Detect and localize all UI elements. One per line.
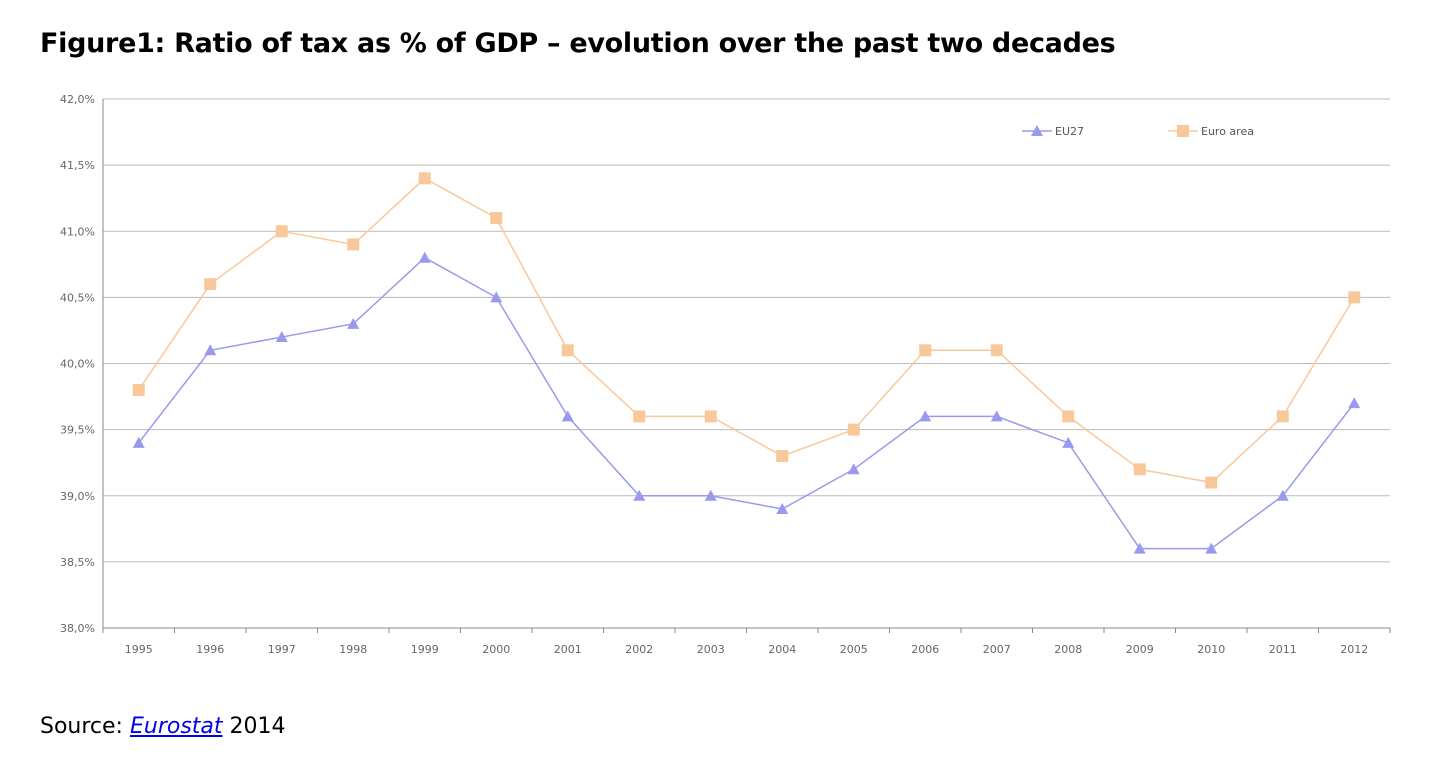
- x-tick-label: 2007: [983, 643, 1011, 656]
- series-line-eu27: [138, 256, 1355, 550]
- x-tick-label: 2000: [482, 643, 510, 656]
- legend-marker-euro-area: [1177, 125, 1189, 137]
- data-point-eu27: [990, 410, 1003, 422]
- data-point-euro-area: [919, 344, 932, 357]
- data-point-eu27: [776, 502, 789, 514]
- data-point-euro-area: [1205, 476, 1218, 489]
- data-point-euro-area: [847, 423, 860, 436]
- data-point-eu27: [347, 317, 360, 329]
- x-tick-label: 2008: [1054, 643, 1082, 656]
- x-tick-label: 1998: [339, 643, 367, 656]
- y-tick-label: 39,5%: [60, 424, 95, 437]
- data-point-euro-area: [704, 410, 717, 423]
- data-point-euro-area: [418, 172, 431, 185]
- data-point-euro-area: [1348, 291, 1361, 304]
- y-tick-label: 40,5%: [60, 291, 95, 304]
- data-point-eu27: [418, 251, 431, 263]
- series-line-euro-area: [138, 177, 1355, 484]
- data-point-eu27: [1062, 436, 1075, 448]
- data-point-euro-area: [1276, 410, 1289, 423]
- data-point-euro-area: [347, 238, 360, 251]
- legend-marker-eu27: [1031, 125, 1043, 136]
- data-point-eu27: [704, 489, 717, 501]
- data-point-eu27: [490, 291, 503, 303]
- data-point-euro-area: [561, 344, 574, 357]
- x-tick-label: 2002: [625, 643, 653, 656]
- data-point-euro-area: [776, 450, 789, 463]
- y-tick-label: 41,5%: [60, 159, 95, 172]
- data-point-eu27: [132, 436, 145, 448]
- eurostat-link[interactable]: Eurostat: [129, 714, 223, 739]
- x-tick-label: 2006: [911, 643, 939, 656]
- legend-label-euro-area: Euro area: [1201, 125, 1254, 138]
- data-point-euro-area: [633, 410, 646, 423]
- data-point-eu27: [847, 463, 860, 475]
- x-tick-label: 2001: [554, 643, 582, 656]
- x-tick-label: 2005: [840, 643, 868, 656]
- data-point-eu27: [1205, 542, 1218, 554]
- line-chart: 38,0% 38,5% 39,0% 39,5% 40,0% 40,5% 41,0% 41,5%…: [60, 93, 1391, 656]
- data-point-eu27: [1276, 489, 1289, 501]
- y-tick-label: 39,0%: [60, 490, 95, 503]
- data-point-euro-area: [132, 383, 145, 396]
- x-tick-label: 2010: [1197, 643, 1225, 656]
- x-tick-label: 2003: [697, 643, 725, 656]
- figure-title: Figure1: Ratio of tax as % of GDP – evol…: [40, 28, 1116, 59]
- data-point-eu27: [919, 410, 932, 422]
- data-point-eu27: [1133, 542, 1146, 554]
- y-tick-label: 42,0%: [60, 93, 95, 106]
- data-point-euro-area: [275, 225, 288, 238]
- x-tick-label: 2009: [1126, 643, 1154, 656]
- data-point-eu27: [1348, 397, 1361, 409]
- x-tick-label: 1996: [196, 643, 224, 656]
- legend-label-eu27: EU27: [1055, 125, 1084, 138]
- x-tick-label: 1999: [411, 643, 439, 656]
- x-tick-label: 2004: [768, 643, 796, 656]
- x-tick-label: 2012: [1340, 643, 1368, 656]
- x-tick-label: 2011: [1269, 643, 1297, 656]
- y-tick-label: 40,0%: [60, 358, 95, 371]
- data-point-euro-area: [204, 278, 217, 291]
- source-note: Source: Eurostat 2014: [40, 714, 286, 739]
- data-point-eu27: [204, 344, 217, 356]
- data-point-euro-area: [1062, 410, 1075, 423]
- data-point-eu27: [561, 410, 574, 422]
- data-point-eu27: [633, 489, 646, 501]
- source-prefix: Source:: [40, 714, 130, 739]
- source-suffix: 2014: [222, 714, 286, 739]
- data-point-euro-area: [1133, 463, 1146, 476]
- x-tick-label: 1997: [268, 643, 296, 656]
- data-point-euro-area: [490, 212, 503, 225]
- data-point-euro-area: [990, 344, 1003, 357]
- data-point-eu27: [275, 331, 288, 343]
- y-tick-label: 38,5%: [60, 556, 95, 569]
- y-tick-label: 41,0%: [60, 225, 95, 238]
- x-tick-label: 1995: [125, 643, 153, 656]
- y-tick-label: 38,0%: [60, 622, 95, 635]
